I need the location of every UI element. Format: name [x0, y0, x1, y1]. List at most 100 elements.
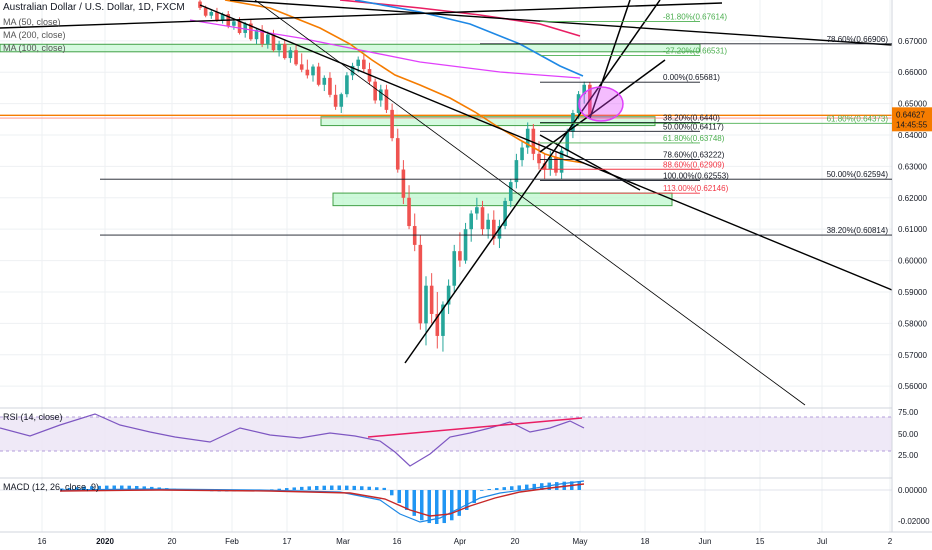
trend-line-rising-2 — [539, 59, 666, 153]
time-tick-label: Jun — [699, 537, 712, 546]
macd-histogram-bar — [105, 485, 109, 490]
fib-label: 61.80%(0.64373) — [827, 114, 889, 123]
macd-histogram-bar — [412, 490, 416, 516]
rsi-tick-label: 50.00 — [898, 430, 919, 439]
time-tick-label: 15 — [756, 537, 765, 546]
macd-histogram-bar — [322, 485, 326, 490]
candle-body — [525, 128, 530, 148]
fib-label: 113.00%(0.62146) — [663, 184, 729, 193]
macd-histogram-bar — [330, 485, 334, 490]
macd-histogram-bar — [60, 488, 64, 490]
time-tick-label: 20 — [168, 537, 177, 546]
macd-histogram-bar — [510, 486, 514, 490]
macd-histogram-bar — [90, 486, 94, 490]
candle-body — [322, 77, 327, 85]
macd-histogram-bar — [390, 490, 394, 496]
fib-label: 61.80%(0.63748) — [663, 134, 725, 143]
candle-body — [537, 153, 541, 164]
macd-histogram-bar — [495, 488, 499, 490]
candle-body — [401, 169, 406, 198]
macd-histogram-bar — [375, 487, 379, 490]
macd-histogram-bar — [577, 481, 581, 490]
macd-histogram-bar — [382, 487, 386, 490]
candle-body — [565, 131, 570, 151]
macd-histogram-bar — [352, 485, 356, 490]
macd-histogram-bar — [405, 490, 409, 510]
fib-label: 88.60%(0.62909) — [663, 160, 725, 169]
price-tick-label: 0.60000 — [898, 257, 927, 266]
candle-body — [582, 84, 586, 95]
candle-body — [373, 81, 377, 101]
ma100-line — [354, 0, 584, 77]
time-tick-label: Apr — [454, 537, 467, 546]
candle-body — [345, 75, 349, 95]
fib-label: 78.60%(0.66906) — [827, 35, 889, 44]
candle-body — [243, 23, 247, 33]
price-tag-timer: 14:45:55 — [896, 120, 928, 129]
candle-body — [203, 7, 208, 16]
candle-body — [198, 1, 202, 8]
fib-label: -27.20%(0.66531) — [663, 47, 727, 56]
candle-body — [486, 219, 490, 230]
candle-body — [237, 21, 242, 33]
time-tick-label: 16 — [38, 537, 47, 546]
macd-histogram-bar — [465, 490, 469, 510]
candle-body — [542, 163, 547, 170]
macd-histogram-bar — [435, 490, 439, 524]
candle-body — [384, 89, 389, 110]
macd-histogram-bar — [307, 486, 311, 490]
macd-histogram-bar — [112, 485, 116, 490]
trend-line-upper — [229, 0, 893, 46]
price-tick-label: 0.59000 — [898, 288, 927, 297]
chart-drawings-front — [0, 0, 893, 406]
candle-body — [305, 69, 310, 76]
macd-histogram-bar — [135, 485, 139, 490]
macd-histogram-bar — [285, 488, 289, 490]
fib-label: 38.20%(0.60814) — [827, 226, 889, 235]
macd-histogram-bar — [420, 490, 424, 521]
ma100-legend: MA (100, close) — [3, 43, 66, 53]
candle-body — [316, 66, 321, 85]
rsi-line — [0, 413, 585, 467]
candle-body — [254, 29, 259, 40]
price-tick-label: 0.57000 — [898, 351, 927, 360]
candle-body — [503, 200, 507, 227]
candle-body — [266, 34, 270, 44]
ma50-legend: MA (50, close) — [3, 17, 61, 27]
candle-body — [497, 226, 502, 239]
ma200-line — [339, 0, 581, 37]
fibonacci-labels: -81.80%(0.67614) 78.60%(0.66906) -27.20%(0… — [100, 13, 892, 236]
time-tick-label: Jul — [817, 537, 827, 546]
candle-body — [249, 23, 253, 40]
price-tick-label: 0.61000 — [898, 225, 927, 234]
macd-histogram-bar — [457, 490, 461, 516]
time-tick-label: 18 — [641, 537, 650, 546]
rsi-tick-label: 75.00 — [898, 408, 919, 417]
macd-line — [59, 480, 585, 523]
candle-body — [260, 29, 264, 44]
price-tag — [892, 107, 932, 132]
candle-body — [395, 138, 400, 170]
candle-body — [446, 285, 451, 305]
candle-body — [215, 11, 219, 21]
macd-histogram-bar — [277, 488, 281, 490]
macd-histogram-bar — [480, 490, 484, 491]
fib-label: 50.00%(0.64117) — [663, 122, 724, 131]
price-tick-label: 0.58000 — [898, 319, 927, 328]
candle-body — [356, 59, 360, 66]
price-tick-label: 0.66000 — [898, 68, 927, 77]
macd-histogram-bar — [67, 487, 71, 490]
candle-body — [350, 65, 355, 76]
support-zone — [332, 192, 673, 207]
price-tag-value: 0.64627 — [896, 110, 925, 119]
macd-histogram-bar — [345, 485, 349, 490]
trend-line-rising-1 — [404, 0, 661, 364]
candle-body — [362, 59, 366, 70]
candle-body — [475, 207, 479, 214]
candle-body — [508, 182, 513, 201]
candle-body — [492, 219, 496, 239]
price-tick-label: 0.65000 — [898, 100, 927, 109]
rsi-legend: RSI (14, close) — [3, 412, 63, 422]
time-tick-label: 16 — [393, 537, 402, 546]
